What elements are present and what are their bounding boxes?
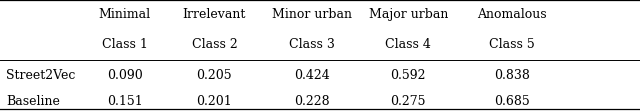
Text: Street2Vec: Street2Vec <box>6 69 76 82</box>
Text: 0.275: 0.275 <box>390 95 426 108</box>
Text: 0.201: 0.201 <box>196 95 232 108</box>
Text: Class 5: Class 5 <box>489 38 535 51</box>
Text: 0.205: 0.205 <box>196 69 232 82</box>
Text: Anomalous: Anomalous <box>477 8 547 21</box>
Text: Baseline: Baseline <box>6 95 60 108</box>
Text: 0.838: 0.838 <box>494 69 530 82</box>
Text: Irrelevant: Irrelevant <box>182 8 246 21</box>
Text: Major urban: Major urban <box>369 8 448 21</box>
Text: Minor urban: Minor urban <box>273 8 352 21</box>
Text: 0.151: 0.151 <box>107 95 143 108</box>
Text: Class 1: Class 1 <box>102 38 148 51</box>
Text: 0.090: 0.090 <box>107 69 143 82</box>
Text: 0.228: 0.228 <box>294 95 330 108</box>
Text: Class 4: Class 4 <box>385 38 431 51</box>
Text: Class 2: Class 2 <box>191 38 237 51</box>
Text: 0.592: 0.592 <box>390 69 426 82</box>
Text: Class 3: Class 3 <box>289 38 335 51</box>
Text: 0.424: 0.424 <box>294 69 330 82</box>
Text: Minimal: Minimal <box>99 8 151 21</box>
Text: 0.685: 0.685 <box>494 95 530 108</box>
